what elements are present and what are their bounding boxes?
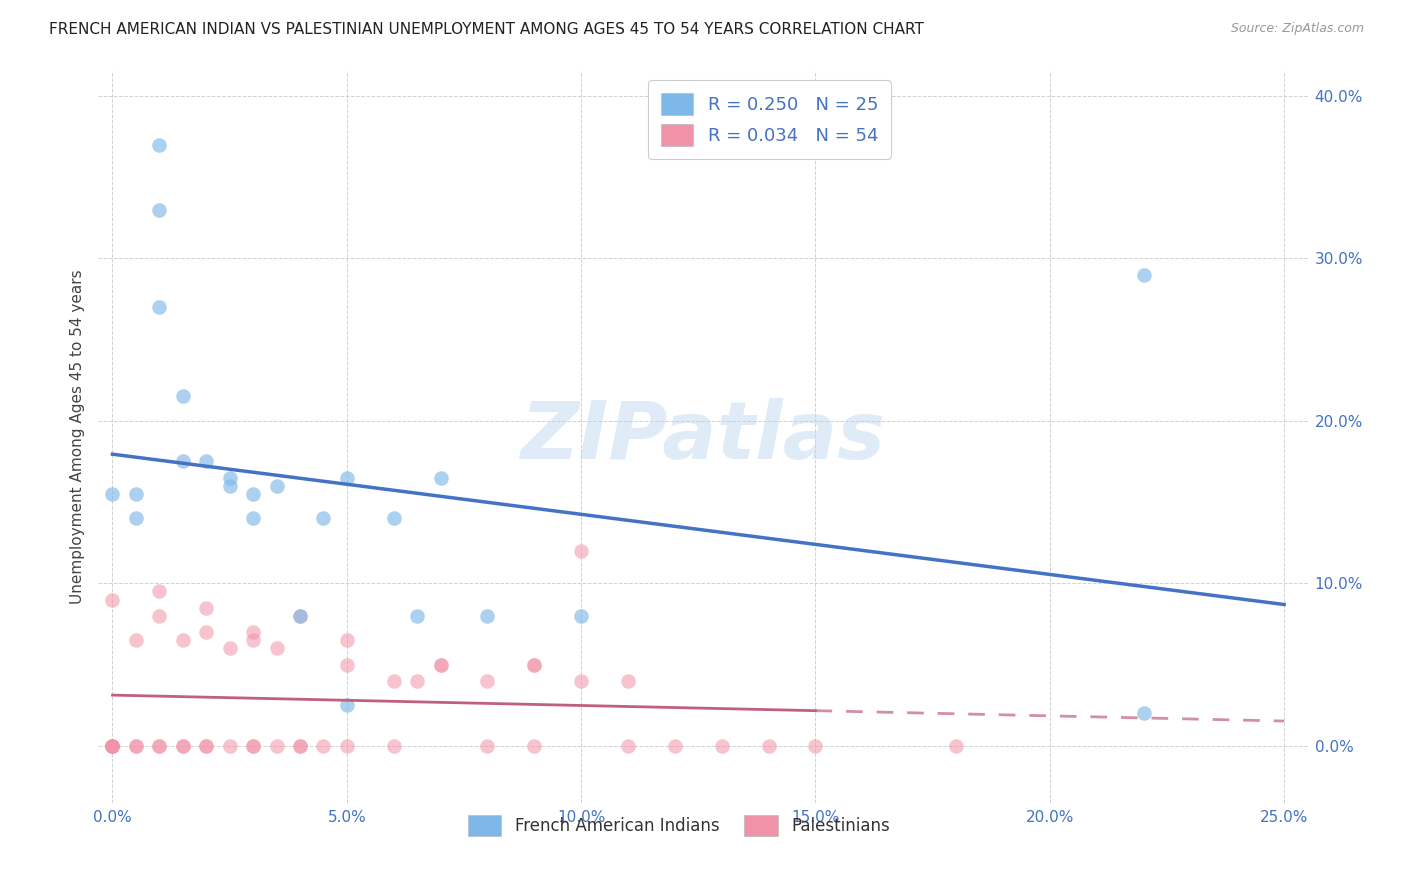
- Point: [266, 641, 288, 656]
- Point: [1132, 268, 1154, 282]
- Point: [429, 657, 451, 672]
- Point: [218, 739, 240, 753]
- Point: [218, 641, 240, 656]
- Point: [336, 657, 359, 672]
- Point: [195, 739, 218, 753]
- Point: [288, 739, 311, 753]
- Legend: French American Indians, Palestinians: French American Indians, Palestinians: [458, 805, 900, 846]
- Y-axis label: Unemployment Among Ages 45 to 54 years: Unemployment Among Ages 45 to 54 years: [69, 269, 84, 605]
- Point: [148, 202, 170, 217]
- Point: [569, 608, 592, 623]
- Point: [477, 673, 499, 688]
- Point: [266, 739, 288, 753]
- Point: [218, 479, 240, 493]
- Point: [477, 739, 499, 753]
- Point: [125, 739, 148, 753]
- Point: [429, 657, 451, 672]
- Point: [406, 673, 429, 688]
- Point: [429, 471, 451, 485]
- Point: [172, 454, 194, 468]
- Point: [242, 739, 264, 753]
- Point: [288, 608, 311, 623]
- Point: [336, 698, 359, 713]
- Point: [945, 739, 967, 753]
- Point: [125, 633, 148, 648]
- Point: [242, 511, 264, 525]
- Point: [172, 389, 194, 403]
- Point: [148, 584, 170, 599]
- Point: [242, 487, 264, 501]
- Point: [336, 633, 359, 648]
- Point: [523, 657, 546, 672]
- Point: [336, 471, 359, 485]
- Point: [312, 739, 335, 753]
- Point: [1132, 706, 1154, 721]
- Point: [101, 739, 124, 753]
- Point: [195, 625, 218, 640]
- Point: [758, 739, 780, 753]
- Text: FRENCH AMERICAN INDIAN VS PALESTINIAN UNEMPLOYMENT AMONG AGES 45 TO 54 YEARS COR: FRENCH AMERICAN INDIAN VS PALESTINIAN UN…: [49, 22, 924, 37]
- Point: [101, 487, 124, 501]
- Point: [148, 608, 170, 623]
- Point: [336, 739, 359, 753]
- Point: [617, 673, 640, 688]
- Point: [195, 454, 218, 468]
- Point: [172, 739, 194, 753]
- Point: [125, 511, 148, 525]
- Point: [148, 739, 170, 753]
- Point: [172, 739, 194, 753]
- Point: [148, 137, 170, 152]
- Point: [101, 592, 124, 607]
- Point: [195, 739, 218, 753]
- Point: [242, 739, 264, 753]
- Point: [664, 739, 686, 753]
- Point: [125, 487, 148, 501]
- Point: [523, 739, 546, 753]
- Point: [312, 511, 335, 525]
- Point: [148, 739, 170, 753]
- Point: [523, 657, 546, 672]
- Point: [101, 739, 124, 753]
- Point: [288, 739, 311, 753]
- Point: [569, 673, 592, 688]
- Point: [477, 608, 499, 623]
- Point: [101, 739, 124, 753]
- Point: [266, 479, 288, 493]
- Point: [125, 739, 148, 753]
- Point: [382, 739, 405, 753]
- Point: [101, 739, 124, 753]
- Point: [406, 608, 429, 623]
- Point: [569, 544, 592, 558]
- Point: [710, 739, 733, 753]
- Point: [617, 739, 640, 753]
- Point: [288, 608, 311, 623]
- Text: ZIPatlas: ZIPatlas: [520, 398, 886, 476]
- Point: [148, 300, 170, 314]
- Point: [242, 625, 264, 640]
- Text: Source: ZipAtlas.com: Source: ZipAtlas.com: [1230, 22, 1364, 36]
- Point: [195, 600, 218, 615]
- Point: [218, 471, 240, 485]
- Point: [172, 633, 194, 648]
- Point: [382, 673, 405, 688]
- Point: [804, 739, 827, 753]
- Point: [101, 739, 124, 753]
- Point: [382, 511, 405, 525]
- Point: [242, 633, 264, 648]
